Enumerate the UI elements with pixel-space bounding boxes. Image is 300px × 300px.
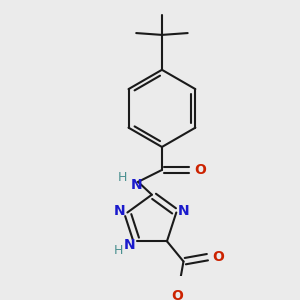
Text: O: O <box>212 250 224 264</box>
Text: O: O <box>171 290 183 300</box>
Text: N: N <box>178 204 190 218</box>
Text: N: N <box>124 238 135 252</box>
Text: H: H <box>114 244 123 257</box>
Text: N: N <box>114 204 126 218</box>
Text: H: H <box>118 171 127 184</box>
Text: N: N <box>130 178 142 192</box>
Text: O: O <box>195 163 206 177</box>
